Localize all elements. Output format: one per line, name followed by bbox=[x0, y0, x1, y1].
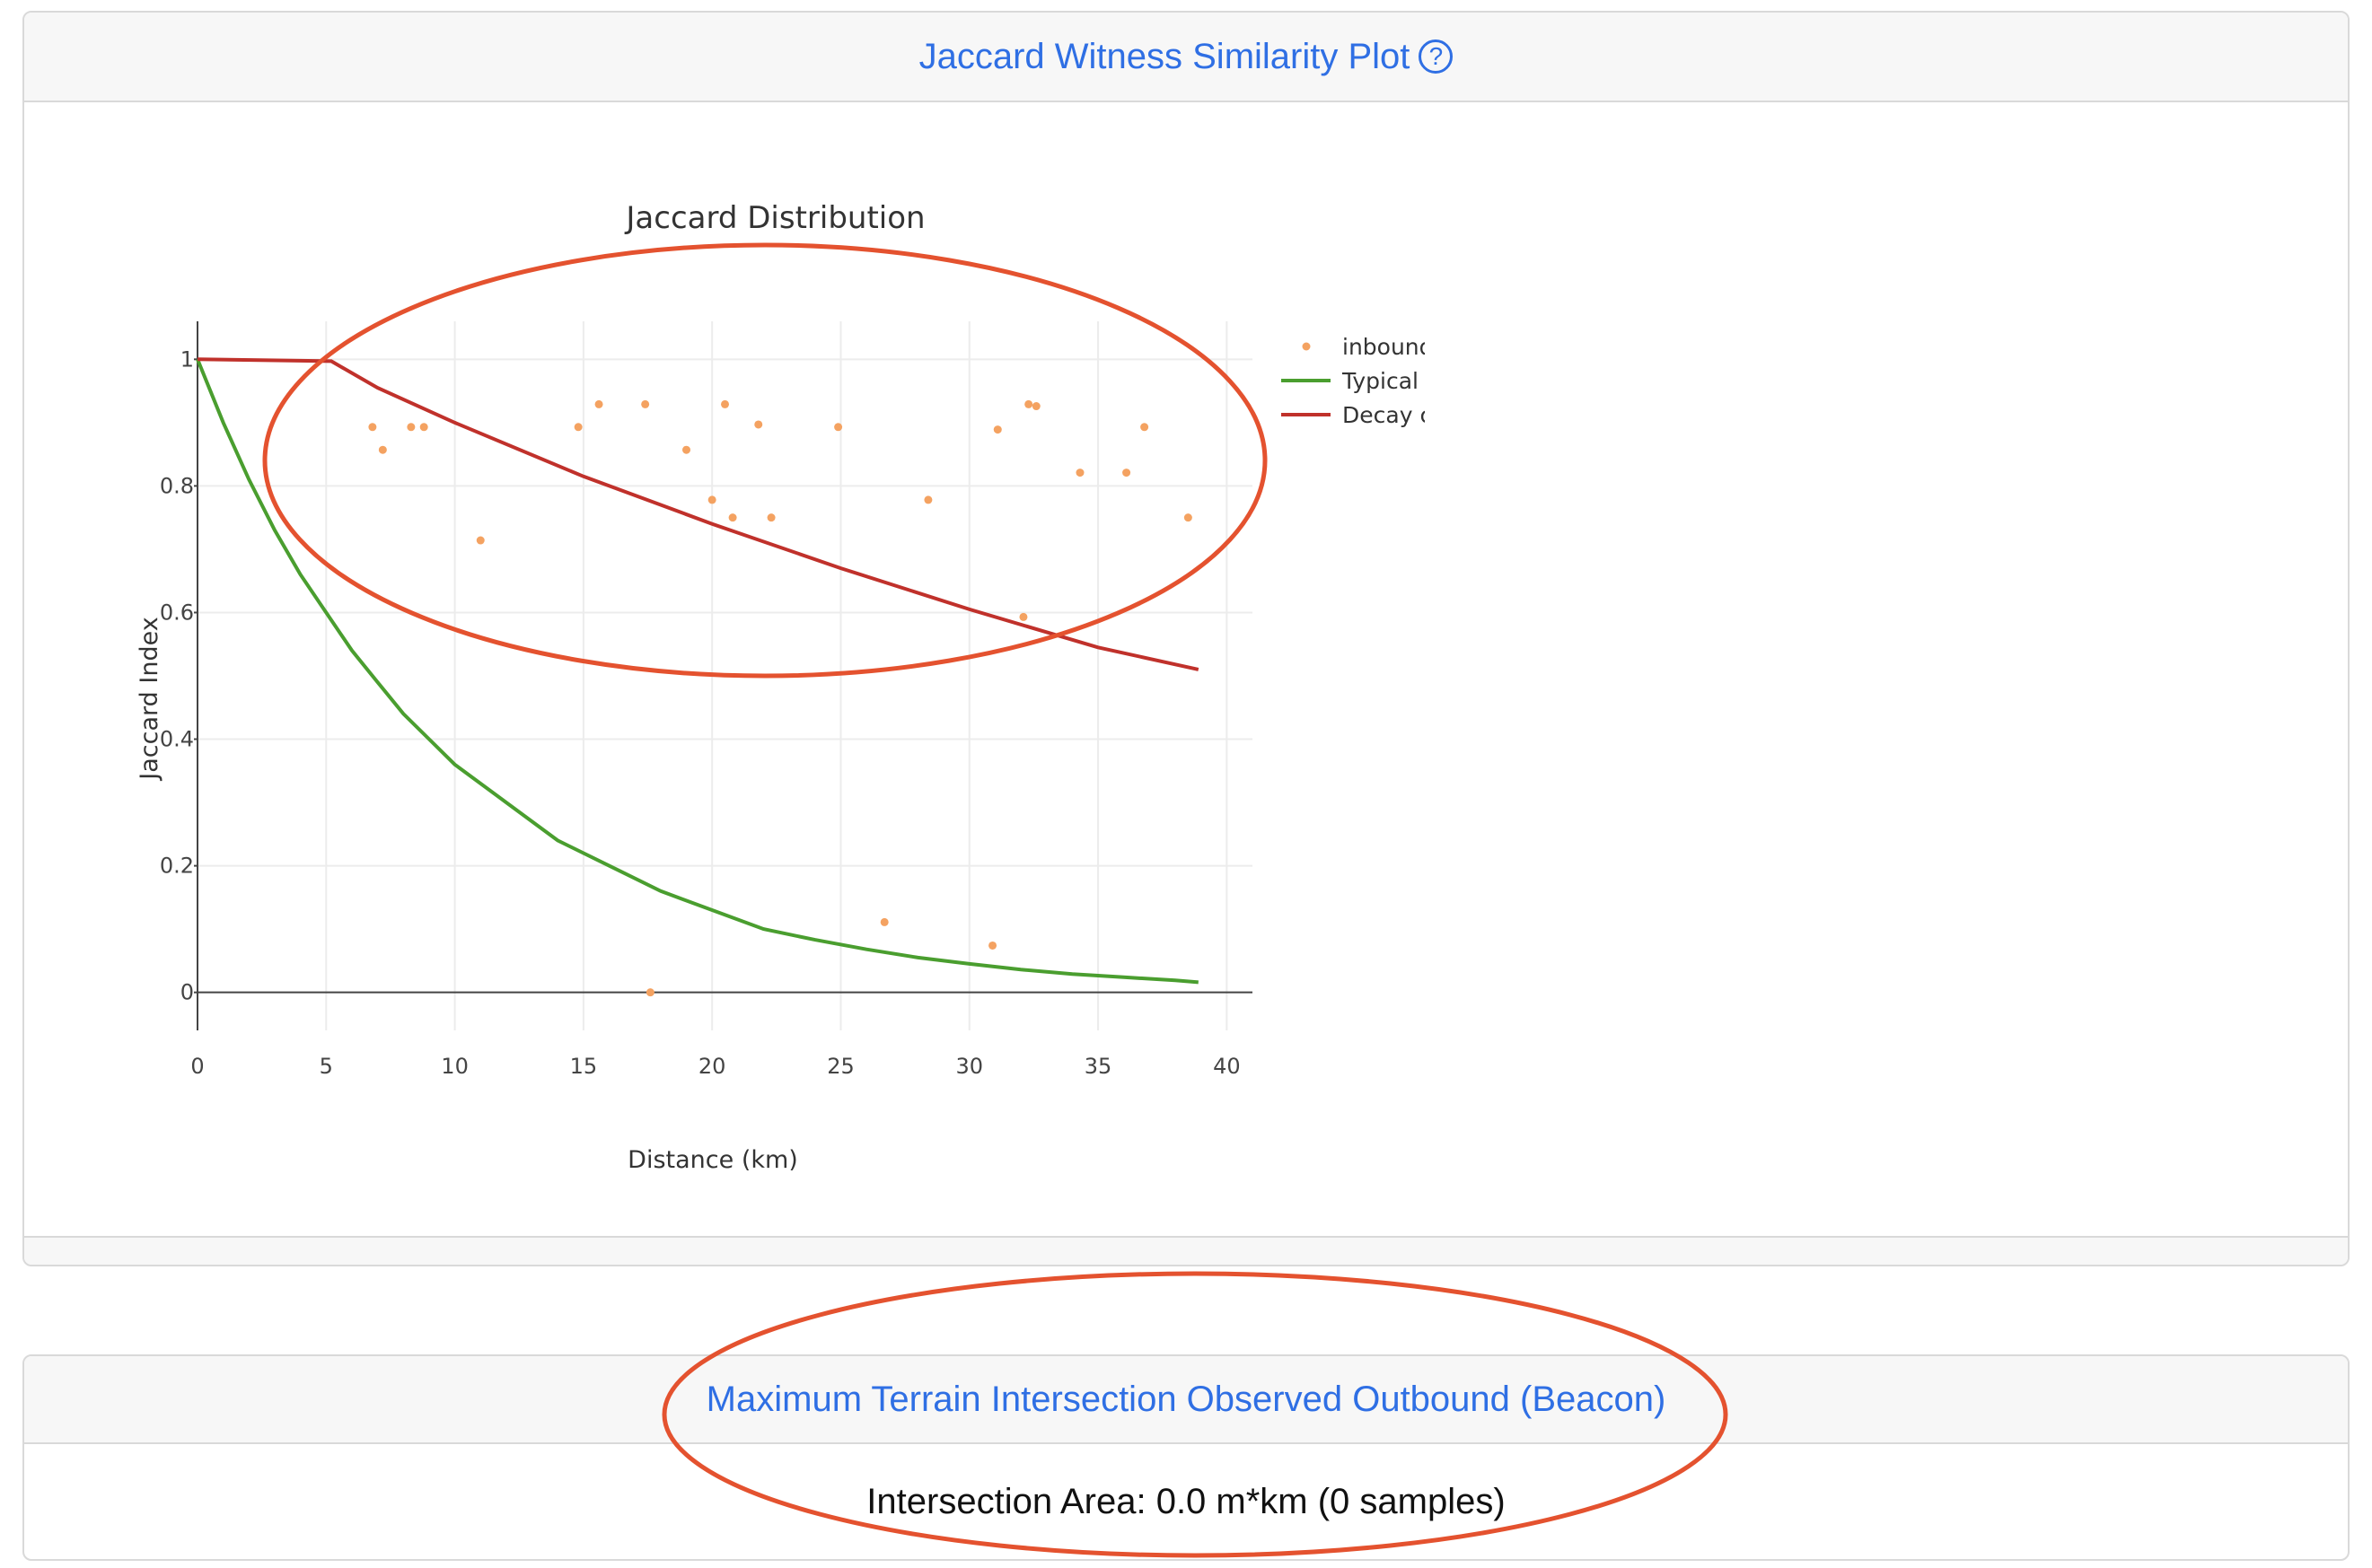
inbound-point bbox=[1140, 423, 1149, 432]
decay-curve-line bbox=[197, 357, 1199, 671]
inbound-point bbox=[834, 423, 843, 432]
jaccard-panel: Jaccard Witness Similarity Plot ? 0 5 10 15… bbox=[22, 11, 2350, 1266]
x-tick-label: 20 bbox=[698, 1054, 726, 1079]
inbound-point bbox=[368, 423, 377, 432]
inbound-point bbox=[1122, 469, 1131, 477]
inbound-point bbox=[1019, 612, 1028, 621]
chart-title: Jaccard Distribution bbox=[624, 200, 925, 236]
inbound-point bbox=[1024, 399, 1033, 408]
inbound-point bbox=[594, 399, 603, 408]
y-tick-label: 0.4 bbox=[160, 727, 194, 752]
inbound-point bbox=[1183, 513, 1192, 522]
inbound-point bbox=[924, 495, 933, 504]
inbound-point bbox=[641, 399, 650, 408]
inbound-point bbox=[707, 495, 716, 504]
x-tick-label: 5 bbox=[320, 1054, 333, 1079]
x-tick-label: 40 bbox=[1213, 1054, 1241, 1079]
x-tick-label: 25 bbox=[827, 1054, 855, 1079]
terrain-panel: Maximum Terrain Intersection Observed Ou… bbox=[22, 1354, 2350, 1561]
legend-swatch-marker bbox=[1302, 342, 1311, 351]
x-tick-label: 0 bbox=[190, 1054, 204, 1079]
inbound-point bbox=[1032, 402, 1041, 411]
inbound-point bbox=[378, 445, 387, 454]
y-tick-label: 0 bbox=[180, 980, 194, 1005]
inbound-point bbox=[646, 988, 654, 997]
inbound-point bbox=[1076, 469, 1085, 477]
inbound-point bbox=[476, 536, 485, 545]
x-tick-label: 15 bbox=[570, 1054, 598, 1079]
legend-label: Decay curve bbox=[1342, 402, 1425, 428]
inbound-point bbox=[880, 917, 889, 926]
inbound-point bbox=[988, 941, 997, 950]
jaccard-panel-title[interactable]: Jaccard Witness Similarity Plot bbox=[918, 36, 1410, 76]
inbound-point bbox=[574, 423, 583, 432]
y-tick-label: 0.6 bbox=[160, 600, 194, 625]
y-axis-label: Jaccard Index bbox=[136, 617, 163, 781]
inbound-point bbox=[407, 423, 416, 432]
jaccard-distribution-chart: 0 5 10 15 20 25 30 35 40 0 0.2 0.4 0.6 0.8 1 Jaccard Di… bbox=[136, 200, 1425, 1170]
jaccard-panel-footer bbox=[24, 1236, 2348, 1265]
inbound-point bbox=[721, 399, 729, 408]
help-circle-icon[interactable]: ? bbox=[1419, 39, 1454, 74]
x-tick-label: 10 bbox=[441, 1054, 469, 1079]
inbound-point bbox=[728, 513, 737, 522]
y-tick-label: 0.2 bbox=[160, 854, 194, 879]
x-tick-label: 35 bbox=[1085, 1054, 1112, 1079]
jaccard-panel-header: Jaccard Witness Similarity Plot ? bbox=[24, 13, 2348, 102]
terrain-panel-header: Maximum Terrain Intersection Observed Ou… bbox=[24, 1356, 2348, 1444]
legend-label: Typical curve bbox=[1341, 368, 1425, 394]
intersection-area-text: Intersection Area: 0.0 m*km (0 samples) bbox=[866, 1481, 1506, 1521]
inbound-point bbox=[993, 425, 1002, 434]
inbound-point bbox=[682, 445, 691, 454]
inbound-point bbox=[419, 423, 428, 432]
inbound-point bbox=[754, 420, 763, 429]
y-tick-label: 0.8 bbox=[160, 473, 194, 498]
legend-label: inbound bbox=[1342, 334, 1425, 360]
inbound-point bbox=[767, 513, 776, 522]
x-axis-label: Distance (km) bbox=[628, 1146, 798, 1170]
x-tick-label: 30 bbox=[955, 1054, 983, 1079]
terrain-panel-title[interactable]: Maximum Terrain Intersection Observed Ou… bbox=[706, 1379, 1666, 1419]
typical-curve-line bbox=[196, 358, 1199, 985]
y-tick-label: 1 bbox=[180, 346, 194, 372]
